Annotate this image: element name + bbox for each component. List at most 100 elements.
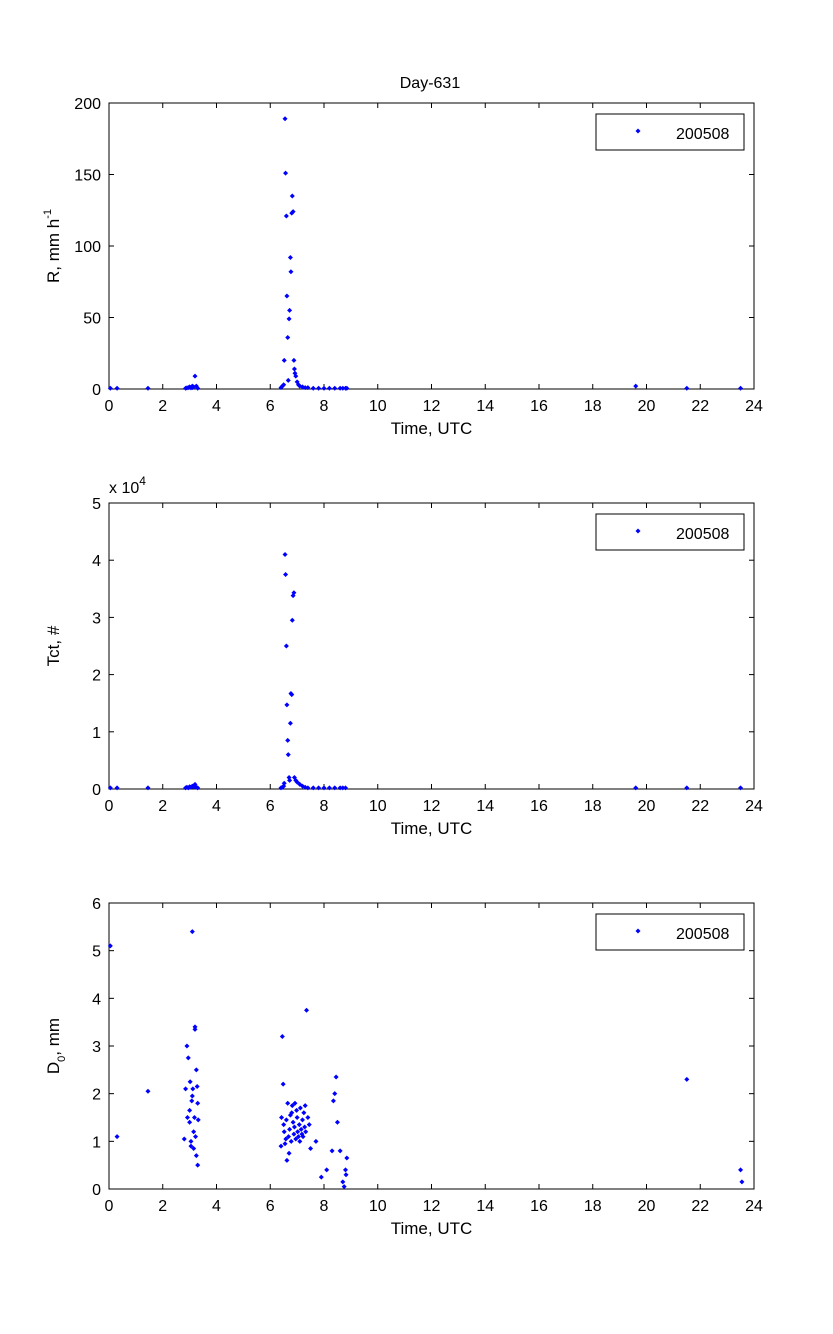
data-point: [283, 643, 289, 649]
data-point: [289, 692, 295, 698]
data-point: [287, 720, 293, 726]
data-point: [193, 1153, 199, 1159]
y-tick-label: 50: [83, 311, 101, 328]
data-point: [298, 1126, 304, 1132]
data-point: [684, 785, 690, 791]
data-point: [281, 1122, 287, 1128]
y-axis-label: Tct, #: [44, 625, 63, 666]
x-axis-label: Time, UTC: [391, 419, 473, 438]
x-tick-label: 16: [530, 398, 548, 415]
x-tick-label: 6: [266, 1198, 275, 1215]
data-point: [344, 385, 350, 391]
x-tick-label: 10: [369, 398, 387, 415]
data-point: [281, 780, 287, 786]
data-point: [289, 1110, 295, 1116]
data-point: [326, 385, 332, 391]
x-tick-label: 4: [212, 798, 221, 815]
data-point: [107, 385, 113, 391]
data-point: [188, 1143, 194, 1149]
x-tick-label: 22: [691, 1198, 709, 1215]
data-point: [295, 1129, 301, 1135]
y-tick-label: 1: [92, 1134, 101, 1151]
x-tick-label: 18: [584, 398, 602, 415]
y-tick-label: 2: [92, 668, 101, 685]
data-point: [738, 385, 744, 391]
data-point: [283, 170, 289, 176]
x-tick-label: 0: [105, 398, 114, 415]
data-point: [187, 1079, 193, 1085]
data-point: [192, 373, 198, 379]
y-tick-label: 4: [92, 553, 101, 570]
x-tick-label: 22: [691, 798, 709, 815]
legend-marker: [635, 928, 641, 934]
data-point: [308, 1145, 314, 1151]
data-point: [305, 1115, 311, 1120]
data-point: [187, 1119, 193, 1125]
legend-box: [595, 513, 745, 551]
data-point: [321, 785, 327, 791]
legend: 200508: [595, 113, 745, 151]
y-tick-label: 0: [92, 782, 101, 799]
data-point: [295, 1134, 301, 1140]
x-tick-label: 2: [158, 398, 167, 415]
data-point: [302, 1124, 308, 1130]
x-tick-label: 16: [530, 798, 548, 815]
data-point: [293, 373, 299, 379]
data-point: [291, 357, 297, 363]
x-tick-label: 24: [745, 398, 763, 415]
data-point: [195, 785, 201, 791]
data-point: [633, 785, 639, 791]
data-point: [287, 1126, 293, 1132]
data-point: [302, 1103, 308, 1109]
y-axis-label: R, mm h-1: [42, 209, 63, 283]
y-exponent-label: x 104: [109, 474, 146, 497]
figure-title: Day-631: [400, 75, 461, 92]
data-point: [329, 1148, 335, 1154]
data-point: [343, 785, 348, 791]
data-point: [337, 385, 343, 391]
data-point: [189, 385, 195, 391]
y-tick-label: 5: [92, 496, 101, 513]
data-point: [318, 1174, 324, 1180]
data-point: [184, 1043, 190, 1049]
y-tick-label: 4: [92, 991, 101, 1008]
y-exponent-sup: 4: [139, 474, 146, 488]
data-point: [107, 943, 113, 949]
data-point: [195, 385, 201, 391]
data-point: [288, 269, 294, 275]
data-point: [114, 785, 120, 791]
x-tick-label: 14: [476, 798, 494, 815]
x-tick-label: 8: [320, 1198, 329, 1215]
data-point: [337, 1148, 343, 1154]
data-point: [633, 383, 639, 389]
data-point: [286, 1150, 292, 1156]
x-tick-label: 24: [745, 1198, 763, 1215]
legend-label: 200508: [676, 126, 729, 143]
data-point: [285, 335, 291, 341]
x-tick-label: 8: [320, 398, 329, 415]
data-point: [337, 785, 343, 791]
data-point: [181, 1136, 187, 1142]
data-point: [343, 1167, 348, 1173]
y-tick-label: 150: [74, 168, 101, 185]
data-point: [145, 385, 151, 391]
data-point: [282, 116, 288, 122]
data-point: [288, 1138, 294, 1144]
data-point: [284, 293, 290, 299]
data-point: [294, 1115, 300, 1120]
data-point: [145, 785, 151, 791]
data-point: [281, 382, 287, 388]
x-tick-label: 4: [212, 398, 221, 415]
data-point: [340, 385, 346, 391]
data-point: [684, 1076, 690, 1082]
data-point: [195, 1117, 201, 1123]
legend-marker: [635, 128, 641, 134]
data-point: [291, 1124, 297, 1130]
y-tick-label: 0: [92, 382, 101, 399]
x-tick-label: 22: [691, 398, 709, 415]
data-point: [340, 785, 346, 791]
data-point: [341, 1184, 347, 1190]
